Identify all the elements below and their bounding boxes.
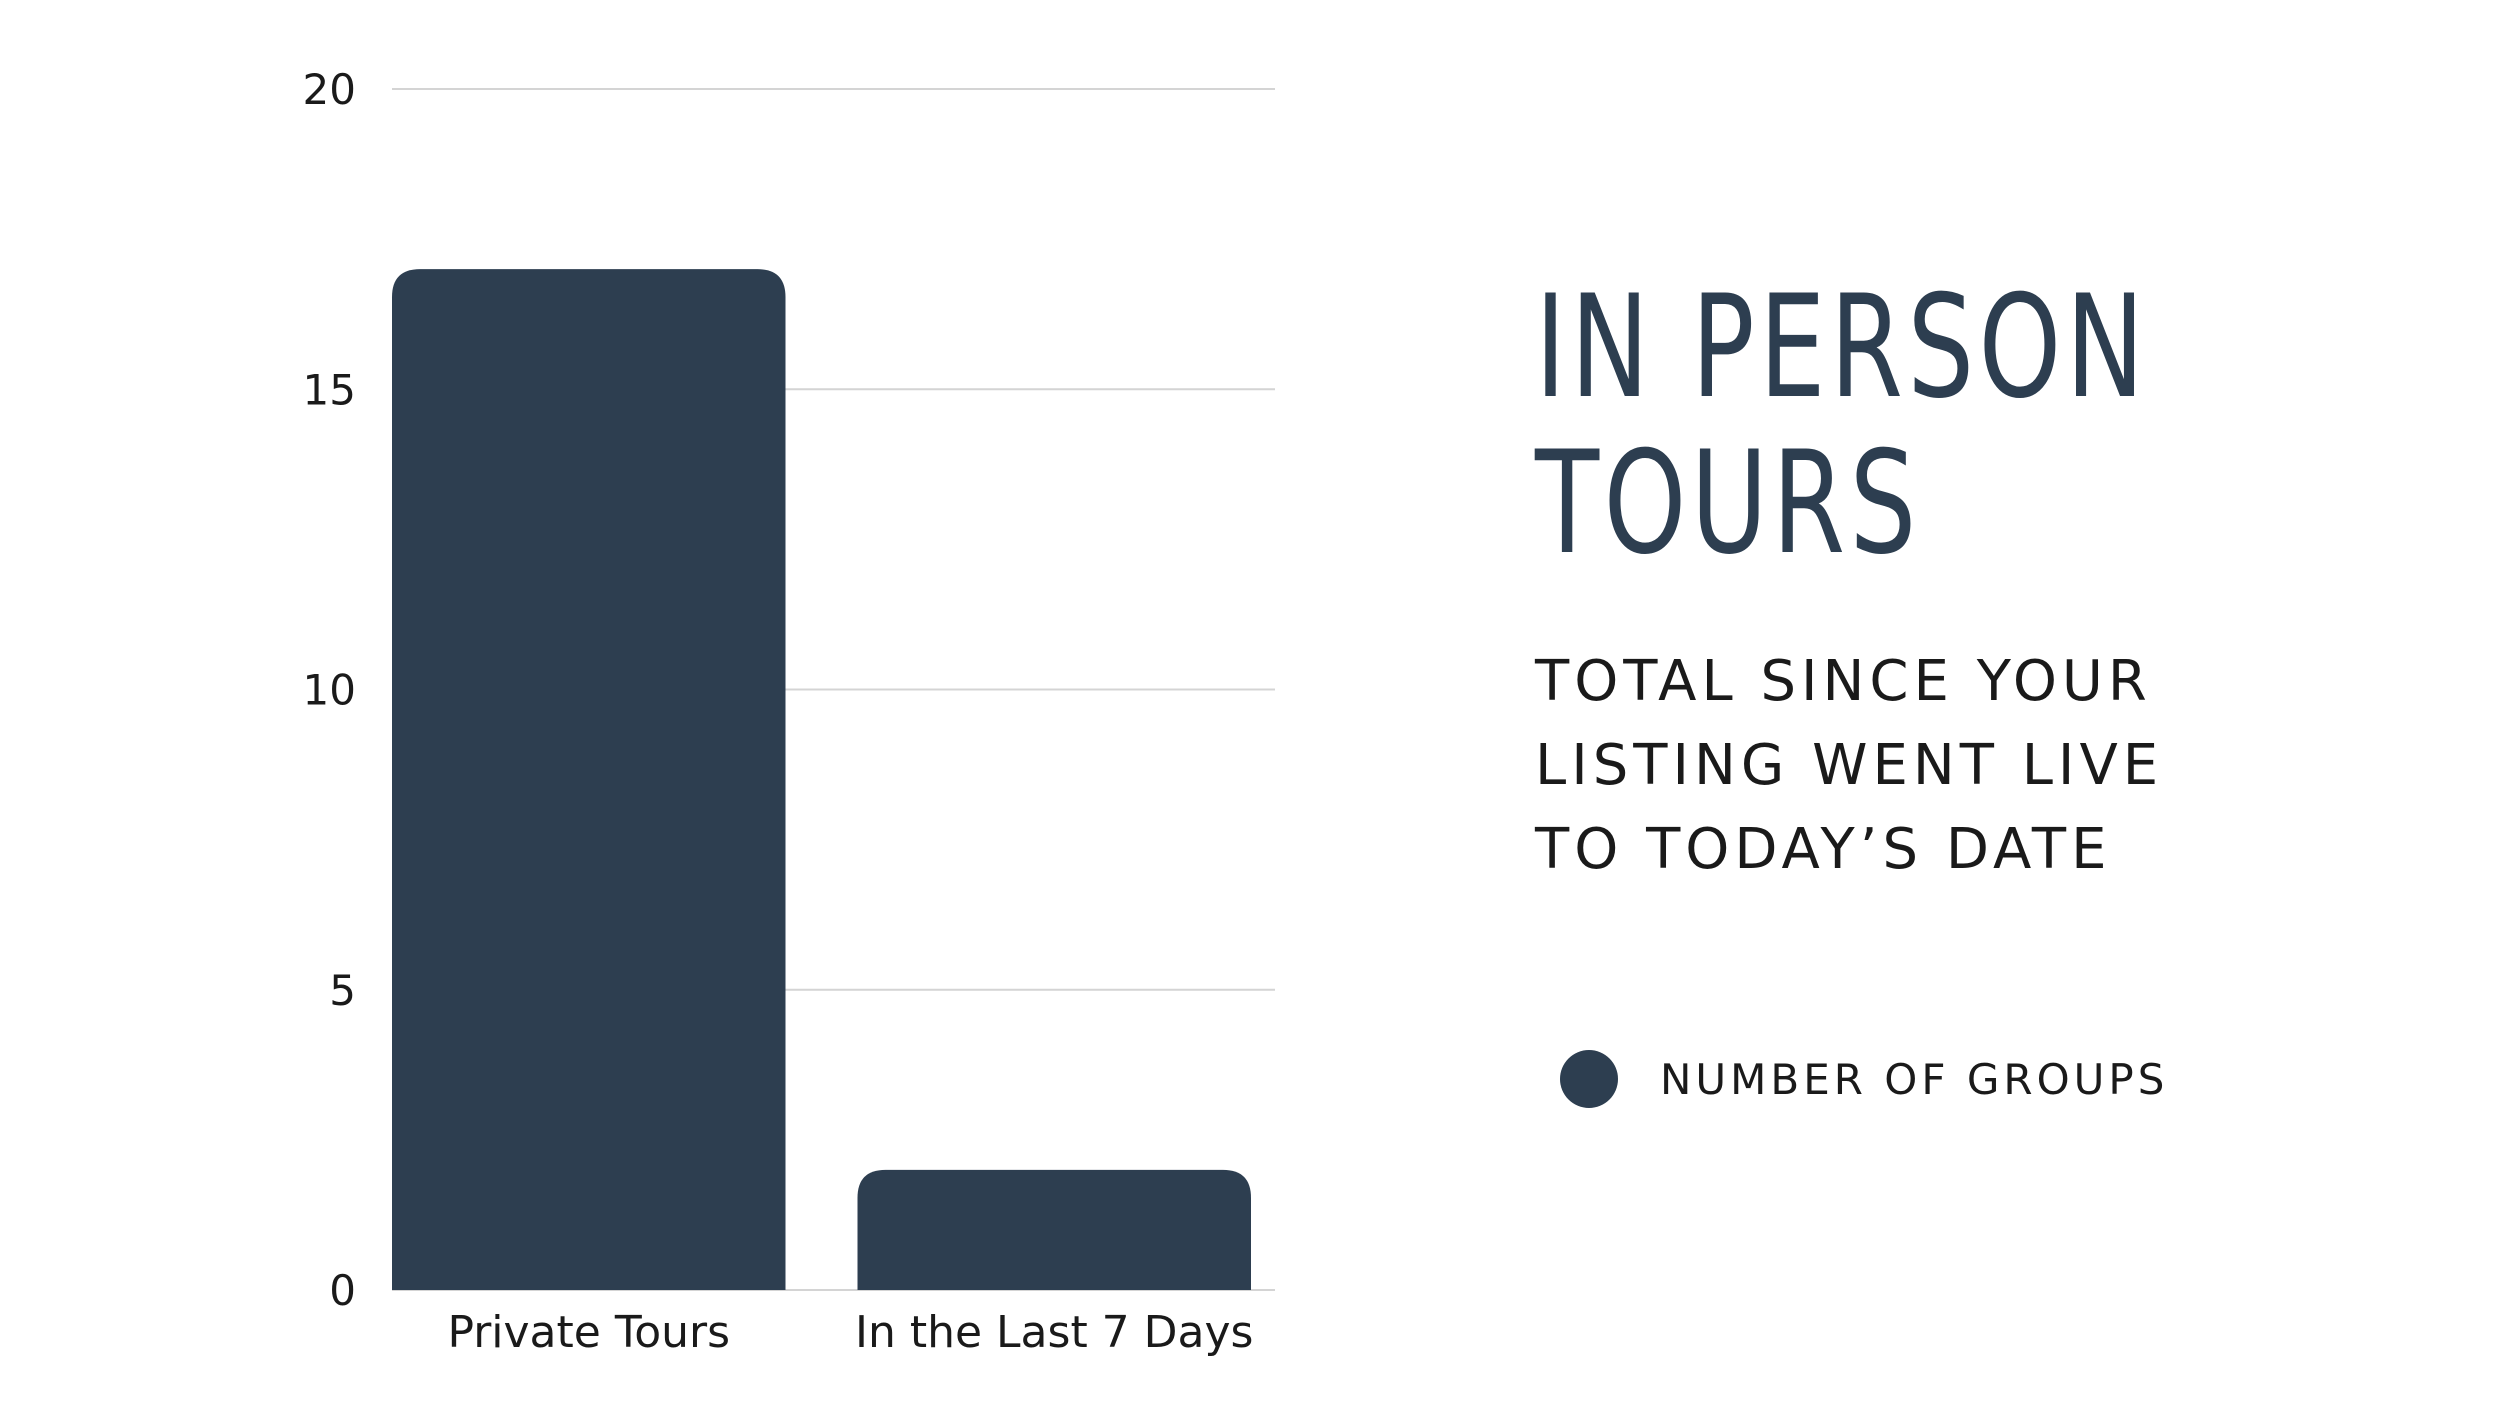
legend: NUMBER OF GROUPS (1560, 1050, 2168, 1108)
y-tick-label: 15 (303, 365, 356, 414)
legend-swatch (1560, 1050, 1618, 1108)
y-tick-label: 10 (303, 666, 356, 715)
y-axis: 0 5 10 15 20 (303, 65, 356, 1315)
bar (857, 1169, 1251, 1290)
x-tick-label: In the Last 7 Days (855, 1307, 1253, 1358)
chart-title: IN PERSON TOURS (1535, 265, 2149, 586)
bar-chart: 0 5 10 15 20 Private Tours In the Last 7 Days (303, 65, 1275, 1358)
y-tick-label: 20 (303, 65, 356, 114)
subtitle-line: TOTAL SINCE YOUR (1535, 649, 2152, 714)
bar (392, 269, 786, 1290)
x-tick-label: Private Tours (447, 1307, 730, 1358)
subtitle-line: TO TODAY’S DATE (1535, 817, 2112, 882)
chart-subtitle: TOTAL SINCE YOUR LISTING WENT LIVE TO TO… (1535, 640, 2295, 892)
y-tick-label: 0 (329, 1266, 356, 1315)
y-tick-label: 5 (329, 966, 356, 1015)
bars (392, 269, 1251, 1290)
legend-label: NUMBER OF GROUPS (1660, 1054, 2169, 1104)
subtitle-line: LISTING WENT LIVE (1535, 733, 2164, 798)
x-axis: Private Tours In the Last 7 Days (447, 1307, 1253, 1358)
